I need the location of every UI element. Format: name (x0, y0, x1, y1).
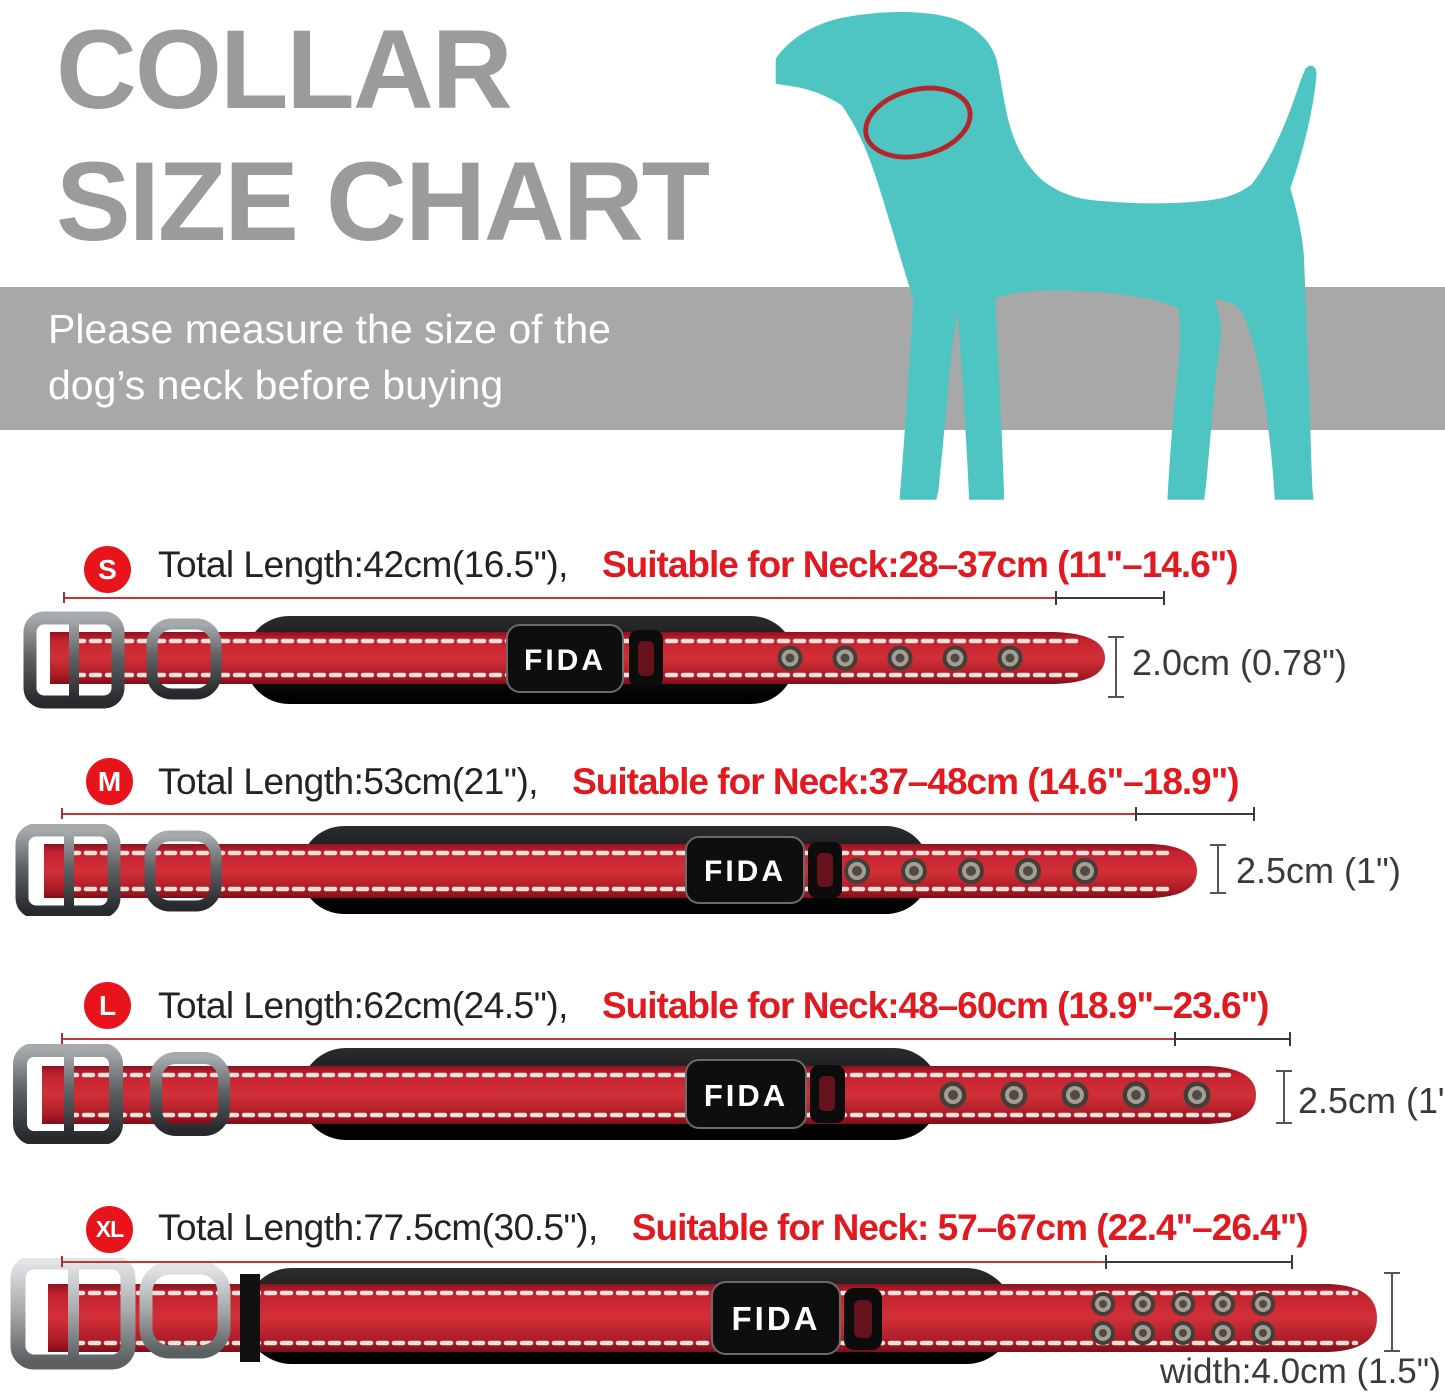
total-length-l: Total Length:62cm(24.5"), (158, 985, 568, 1026)
banner-line-2: dog’s neck before buying (48, 362, 504, 408)
total-length-s: Total Length:42cm(16.5"), (158, 544, 568, 585)
measure-line-l-black (1175, 1038, 1290, 1040)
eyelets (939, 1081, 1211, 1109)
collar-outline-icon (863, 85, 973, 160)
brand-tag-text: FIDA (732, 1300, 821, 1337)
banner-line-1: Please measure the size of the (48, 306, 611, 352)
title-line-1: COLLAR (56, 7, 513, 132)
measure-line-m-black (1136, 813, 1254, 815)
size-row-xl-text: Total Length:77.5cm(30.5"), Suitable for… (158, 1203, 1309, 1253)
measure-tick (61, 1033, 63, 1044)
buckle-prong (64, 832, 74, 910)
tag-loop-slot (854, 1300, 872, 1338)
size-badge-l: L (84, 982, 131, 1029)
width-label-xl: width:4.0cm (1.5") (1160, 1352, 1441, 1391)
d-ring-icon (146, 618, 222, 700)
tag-loop-slot (819, 1076, 835, 1111)
collar-strap (42, 1066, 1256, 1124)
measure-tick (1174, 1032, 1176, 1046)
buckle-icon (13, 1044, 123, 1144)
buckle-prong (69, 620, 79, 700)
measure-tick (1055, 591, 1057, 605)
buckle-prong (64, 1052, 74, 1136)
dog-body (775, 12, 1317, 500)
eyelets (777, 645, 1023, 671)
measure-tick (1135, 807, 1137, 821)
brand-tag-text: FIDA (704, 1078, 788, 1113)
width-bracket-m (1210, 844, 1226, 894)
eyelets (844, 858, 1098, 884)
size-badge-m: M (86, 758, 133, 805)
brand-tag (685, 1059, 807, 1129)
measure-tick (61, 808, 63, 819)
width-bracket-xl (1384, 1272, 1400, 1352)
d-ring-icon (139, 1261, 231, 1359)
measure-line-s-red (64, 597, 1056, 599)
width-bracket-s (1108, 636, 1124, 698)
brand-tag (711, 1281, 841, 1355)
collar-image-m: FIDA (15, 824, 1197, 916)
total-length-m: Total Length:53cm(21"), (158, 761, 539, 802)
measure-line-m-red (62, 813, 1136, 815)
collar-image-xl: FIDA (10, 1258, 1377, 1370)
measure-line-l-red (62, 1038, 1175, 1040)
neck-range-xl: Suitable for Neck: 57–67cm (22.4"–26.4") (631, 1207, 1309, 1248)
size-badge-xl: XL (86, 1206, 133, 1253)
measure-tick (1105, 1255, 1107, 1269)
width-label-s: 2.0cm (0.78") (1132, 642, 1347, 683)
brand-tag-text: FIDA (704, 855, 786, 888)
buckle-icon (23, 611, 125, 709)
size-badge-m-label: M (97, 765, 122, 797)
title-line-2: SIZE CHART (56, 139, 710, 264)
d-ring-icon (144, 830, 222, 912)
size-badge-s: S (84, 546, 131, 593)
banner-text: Please measure the size of the dog’s nec… (48, 301, 611, 413)
keeper-band (240, 1274, 260, 1362)
neck-range-s: Suitable for Neck:28–37cm (11"–14.6") (601, 544, 1239, 585)
measure-tick (1289, 1032, 1291, 1046)
dog-silhouette-svg (775, 12, 1317, 500)
dog-silhouette (768, 0, 1416, 515)
eyelets (1091, 1292, 1275, 1345)
measure-tick (1253, 807, 1255, 821)
width-label-l: 2.5cm (1") (1298, 1080, 1445, 1121)
size-row-s-text: Total Length:42cm(16.5"), Suitable for N… (158, 540, 1239, 590)
brand-tag-text: FIDA (524, 644, 606, 677)
buckle-icon (15, 824, 121, 916)
measure-tick (63, 592, 65, 603)
total-length-xl: Total Length:77.5cm(30.5"), (158, 1207, 598, 1248)
tag-loop-slot (817, 853, 833, 887)
collar-strap (44, 844, 1197, 898)
size-row-m-text: Total Length:53cm(21"), Suitable for Nec… (158, 757, 1240, 807)
measure-line-xl-red (62, 1261, 1106, 1263)
size-badge-s-label: S (98, 553, 117, 585)
d-ring-icon (150, 1052, 230, 1136)
collar-image-s: FIDA (23, 611, 1105, 709)
measure-line-s-black (1056, 597, 1164, 599)
measure-line-xl-black (1106, 1261, 1292, 1263)
measure-tick (1163, 591, 1165, 605)
tag-loop-slot (638, 641, 654, 676)
page-title: COLLAR SIZE CHART (56, 4, 710, 268)
measure-tick (1291, 1255, 1293, 1269)
brand-tag (685, 836, 805, 904)
neck-range-l: Suitable for Neck:48–60cm (18.9"–23.6") (601, 985, 1270, 1026)
width-bracket-l (1276, 1070, 1292, 1124)
collar-image-l: FIDA (13, 1044, 1256, 1144)
width-label-m: 2.5cm (1") (1236, 850, 1401, 891)
neck-range-m: Suitable for Neck:37–48cm (14.6"–18.9") (572, 761, 1240, 802)
measure-tick (61, 1256, 63, 1267)
size-badge-xl-label: XL (95, 1216, 124, 1242)
size-badge-l-label: L (98, 989, 117, 1021)
buckle-prong (68, 1264, 79, 1360)
size-row-l-text: Total Length:62cm(24.5"), Suitable for N… (158, 981, 1269, 1031)
brand-tag (506, 624, 624, 693)
